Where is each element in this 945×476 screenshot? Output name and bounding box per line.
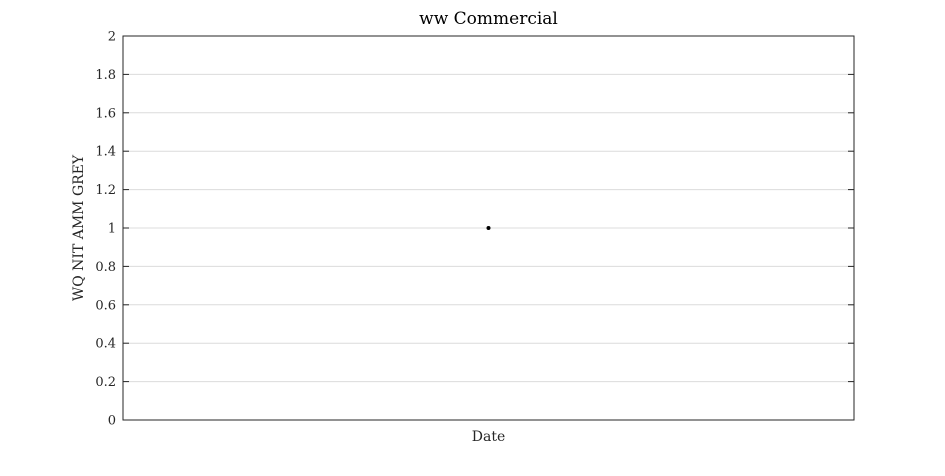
data-point [486, 226, 491, 230]
y-tick-label: 0.2 [95, 375, 116, 390]
y-tick-label: 1.4 [95, 145, 116, 160]
y-tick-label: 1 [108, 222, 116, 237]
y-tick-label: 2 [108, 30, 116, 45]
y-axis-label: WQ NIT AMM GREY [71, 154, 87, 301]
y-tick-label: 1.2 [95, 183, 116, 198]
data-points [486, 226, 491, 230]
y-ticks: 0 0.2 0.4 0.6 0.8 1 1.2 1.4 1.6 1.8 2 [95, 30, 854, 429]
x-axis-label: Date [472, 429, 505, 445]
y-tick-label: 0.8 [95, 260, 116, 275]
y-tick-label: 1.6 [95, 106, 116, 121]
y-tick-label: 0 [108, 414, 116, 429]
chart-title: ww Commercial [419, 9, 558, 29]
y-tick-label: 1.8 [95, 68, 116, 83]
y-tick-label: 0.6 [95, 298, 116, 313]
y-tick-label: 0.4 [95, 337, 116, 352]
